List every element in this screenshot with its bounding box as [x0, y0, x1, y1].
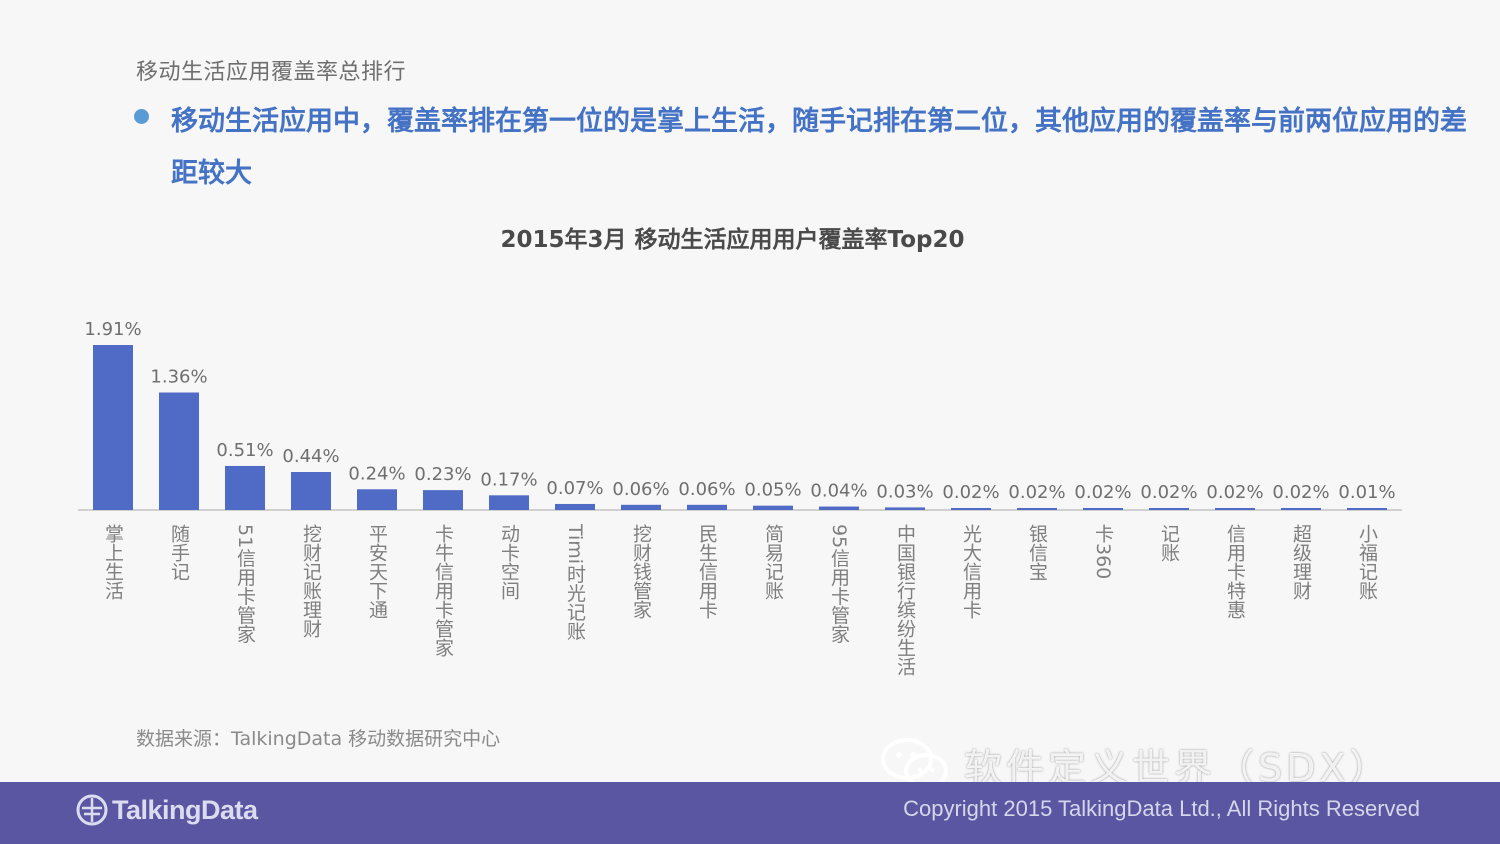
value-label-7: 0.17%: [480, 469, 537, 490]
bar-17: [1149, 508, 1189, 510]
value-label-9: 0.06%: [612, 479, 669, 500]
bar-18: [1215, 508, 1255, 510]
data-source: 数据来源：TalkingData 移动数据研究中心: [136, 728, 501, 750]
value-labels-group: 1.91% 1.36% 0.51% 0.44% 0.24% 0.23% 0.17% 0.07%…: [84, 319, 1395, 503]
bar-6: [423, 490, 463, 510]
category-label-2: 随手记: [168, 524, 190, 581]
category-label-10: 民生信用卡: [696, 524, 718, 619]
value-label-15: 0.02%: [1008, 482, 1065, 503]
value-label-2: 1.36%: [150, 367, 207, 388]
footer-logo-text: TalkingData: [112, 794, 258, 825]
category-label-20: 小福记账: [1356, 524, 1378, 600]
bar-16: [1083, 508, 1123, 510]
category-label-5: 平安天下通: [366, 524, 388, 619]
bar-20: [1347, 508, 1387, 510]
bar-1: [93, 345, 133, 510]
chart-title: 2015年3月 移动生活应用用户覆盖率Top20: [500, 227, 965, 253]
value-label-10: 0.06%: [678, 479, 735, 500]
value-label-6: 0.23%: [414, 464, 471, 485]
category-label-7: 动卡空间: [498, 524, 520, 600]
bar-19: [1281, 508, 1321, 510]
category-label-13: 中国银行缤纷生活: [894, 524, 916, 676]
section-title: 移动生活应用覆盖率总排行: [136, 60, 407, 85]
value-label-14: 0.02%: [942, 482, 999, 503]
bar-10: [687, 504, 727, 510]
value-label-1: 1.91%: [84, 319, 141, 340]
talkingdata-logo-icon: [76, 794, 108, 826]
category-label-19: 超级理财: [1290, 524, 1312, 600]
category-label-9: 挖财钱管家: [630, 524, 652, 619]
bar-13: [885, 507, 925, 510]
bar-15: [1017, 508, 1057, 510]
value-label-13: 0.03%: [876, 481, 933, 502]
bar-3: [225, 465, 265, 510]
category-label-8: Timi时光记账: [564, 523, 586, 640]
footer-bar: TalkingData Copyright 2015 TalkingData L…: [0, 782, 1500, 844]
category-label-3: 51信用卡管家: [234, 524, 256, 643]
category-label-15: 银信宝: [1026, 524, 1048, 581]
category-labels-group: 掌上生活 随手记 51信用卡管家 挖财记账理财 平安天下通 卡牛信用卡管家 动卡空间 Timi…: [102, 523, 1378, 676]
category-label-1: 掌上生活: [102, 524, 124, 600]
bar-14: [951, 508, 991, 510]
value-label-18: 0.02%: [1206, 482, 1263, 503]
category-label-18: 信用卡特惠: [1224, 524, 1246, 619]
category-label-16: 卡360: [1092, 524, 1114, 580]
footer-logo: TalkingData: [76, 794, 258, 826]
category-label-4: 挖财记账理财: [300, 524, 322, 638]
value-label-5: 0.24%: [348, 463, 405, 484]
value-label-12: 0.04%: [810, 481, 867, 502]
bar-2: [159, 392, 199, 510]
bar-8: [555, 503, 595, 510]
value-label-8: 0.07%: [546, 478, 603, 499]
copyright: Copyright 2015 TalkingData Ltd., All Rig…: [903, 796, 1420, 821]
bar-4: [291, 471, 331, 510]
bar-11: [753, 505, 793, 510]
value-label-19: 0.02%: [1272, 482, 1329, 503]
bar-chart: 1.91% 1.36% 0.51% 0.44% 0.24% 0.23% 0.17% 0.07%…: [78, 319, 1402, 676]
value-label-3: 0.51%: [216, 440, 273, 461]
bar-9: [621, 504, 661, 510]
bullet-dot: [134, 109, 149, 124]
value-label-17: 0.02%: [1140, 482, 1197, 503]
bar-12: [819, 506, 859, 510]
value-label-20: 0.01%: [1338, 482, 1395, 503]
category-label-6: 卡牛信用卡管家: [432, 524, 454, 657]
value-label-16: 0.02%: [1074, 482, 1131, 503]
category-label-14: 光大信用卡: [960, 524, 982, 619]
bar-7: [489, 495, 529, 510]
value-label-4: 0.44%: [282, 446, 339, 467]
value-label-11: 0.05%: [744, 480, 801, 501]
bars-group: [93, 345, 1387, 510]
bar-5: [357, 489, 397, 510]
headline: 移动生活应用中，覆盖率排在第一位的是掌上生活，随手记排在第二位，其他应用的覆盖率…: [171, 106, 1467, 189]
category-label-11: 简易记账: [762, 524, 784, 600]
category-label-12: 95信用卡管家: [828, 524, 850, 643]
category-label-17: 记账: [1158, 524, 1180, 562]
